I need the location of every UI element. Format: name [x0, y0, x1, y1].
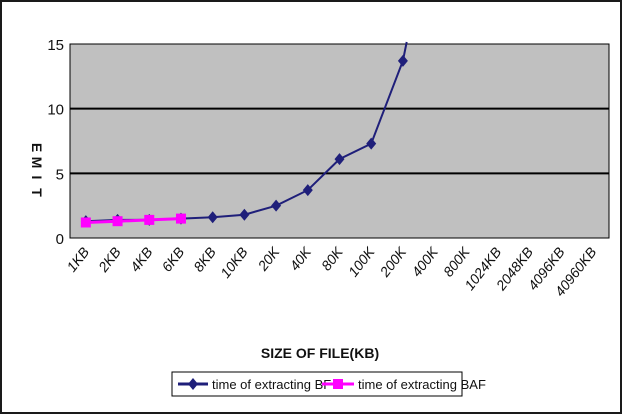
y-axis-label-letter: T — [29, 188, 45, 197]
legend-marker-bf — [188, 378, 198, 390]
y-axis-label: T I ME — [29, 143, 45, 197]
y-tick-label: 15 — [47, 37, 64, 54]
series-baf — [80, 213, 186, 228]
x-tick-label: 10KB — [217, 244, 251, 281]
x-tick-label: 80K — [318, 243, 346, 273]
legend: time of extracting BF time of extracting… — [171, 371, 486, 397]
legend-label-baf: time of extracting BAF — [358, 377, 486, 392]
x-tick-label: 4KB — [127, 244, 156, 275]
data-point — [397, 54, 408, 67]
data-point — [334, 153, 345, 166]
series-layer — [80, 41, 408, 228]
data-point — [207, 211, 218, 224]
x-tick-label: 40K — [286, 243, 314, 273]
plot-area — [69, 43, 610, 239]
data-point — [239, 208, 250, 221]
x-tick-label: 6KB — [158, 244, 187, 275]
data-point — [175, 213, 186, 224]
y-tick-label: 0 — [56, 231, 64, 248]
data-point — [271, 199, 282, 212]
series-line — [85, 217, 182, 224]
y-axis-ticks: 0 5 10 15 — [47, 37, 64, 248]
gridlines — [70, 43, 609, 175]
x-tick-label: 1KB — [63, 244, 92, 275]
data-point — [112, 216, 123, 227]
y-tick-label: 10 — [47, 102, 64, 119]
x-tick-label: 8KB — [190, 244, 219, 275]
legend-label-bf: time of extracting BF — [212, 377, 331, 392]
y-axis-label-letter: I — [29, 176, 45, 180]
legend-marker-baf — [333, 379, 343, 389]
y-axis-label-letter: M — [29, 157, 45, 169]
data-point — [302, 184, 313, 197]
x-tick-label: 100K — [345, 243, 378, 279]
legend-box — [171, 371, 463, 397]
y-tick-label: 5 — [56, 166, 64, 183]
x-tick-label: 2KB — [94, 244, 124, 275]
y-axis-label-letter: E — [29, 143, 45, 152]
data-point — [80, 217, 91, 228]
x-tick-label: 20K — [254, 243, 283, 274]
x-tick-label: 400K — [408, 243, 441, 279]
data-point — [366, 137, 377, 150]
x-axis-label: SIZE OF FILE(KB) — [261, 345, 379, 361]
data-point — [144, 214, 155, 225]
x-tick-label: 200K — [376, 243, 410, 280]
